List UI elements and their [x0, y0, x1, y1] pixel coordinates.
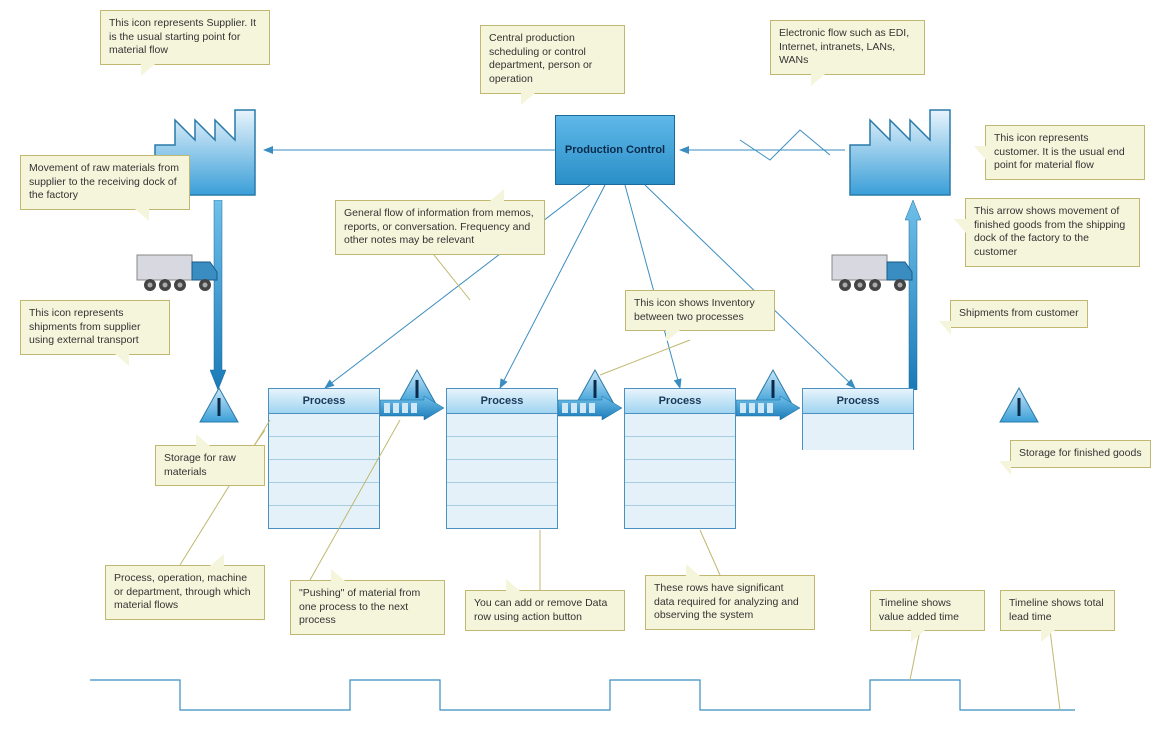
process-data-row — [447, 460, 557, 483]
process-data-row — [269, 483, 379, 506]
process-data-row — [803, 414, 913, 450]
truck-supplier-icon — [135, 250, 225, 295]
info-arrow-pc-p4 — [645, 185, 855, 388]
callout-customer: This icon represents customer. It is the… — [985, 125, 1145, 180]
callout-storage-raw: Storage for raw materials — [155, 445, 265, 486]
callout-raw-move: Movement of raw materials from supplier … — [20, 155, 190, 210]
electronic-flow-icon — [740, 130, 830, 160]
process-box-1: Process — [268, 388, 380, 529]
push-arrow-1 — [380, 396, 444, 426]
process-data-row — [269, 414, 379, 437]
production-control-box: Production Control — [555, 115, 675, 185]
timeline — [90, 670, 1080, 720]
process-data-row — [269, 460, 379, 483]
process-data-row — [447, 506, 557, 528]
inventory-raw — [198, 386, 240, 424]
callout-ship-cust: Shipments from customer — [950, 300, 1088, 328]
callout-process: Process, operation, machine or departmen… — [105, 565, 265, 620]
callout-inv-between: This icon shows Inventory between two pr… — [625, 290, 775, 331]
process-data-row — [447, 483, 557, 506]
customer-factory-icon — [845, 90, 955, 200]
callout-prod-ctrl: Central production scheduling or control… — [480, 25, 625, 94]
process-header: Process — [269, 389, 379, 414]
process-data-row — [269, 506, 379, 528]
process-box-4: Process — [802, 388, 914, 450]
process-data-row — [625, 506, 735, 528]
process-data-row — [625, 437, 735, 460]
process-data-row — [625, 483, 735, 506]
callout-datarow: You can add or remove Data row using act… — [465, 590, 625, 631]
truck-customer-icon — [830, 250, 920, 295]
process-data-row — [625, 460, 735, 483]
callout-shipment-in: This icon represents shipments from supp… — [20, 300, 170, 355]
callout-finished-move: This arrow shows movement of finished go… — [965, 198, 1140, 267]
process-data-row — [447, 414, 557, 437]
push-arrow-3 — [736, 396, 800, 426]
callout-va-time: Timeline shows value added time — [870, 590, 985, 631]
callout-storage-fin: Storage for finished goods — [1010, 440, 1151, 468]
production-control-label: Production Control — [565, 144, 665, 156]
callout-elec-flow: Electronic flow such as EDI, Internet, i… — [770, 20, 925, 75]
callout-lead-time: Timeline shows total lead time — [1000, 590, 1115, 631]
process-data-row — [269, 437, 379, 460]
process-header: Process — [447, 389, 557, 414]
push-arrow-2 — [558, 396, 622, 426]
callout-pushing: "Pushing" of material from one process t… — [290, 580, 445, 635]
callout-gen-flow: General flow of information from memos, … — [335, 200, 545, 255]
process-box-2: Process — [446, 388, 558, 529]
process-header: Process — [625, 389, 735, 414]
process-header: Process — [803, 389, 913, 414]
callout-supplier: This icon represents Supplier. It is the… — [100, 10, 270, 65]
process-box-3: Process — [624, 388, 736, 529]
info-arrow-pc-p3 — [625, 185, 680, 388]
inventory-finished — [998, 386, 1040, 424]
callout-sig-rows: These rows have significant data require… — [645, 575, 815, 630]
process-data-row — [625, 414, 735, 437]
process-data-row — [447, 437, 557, 460]
